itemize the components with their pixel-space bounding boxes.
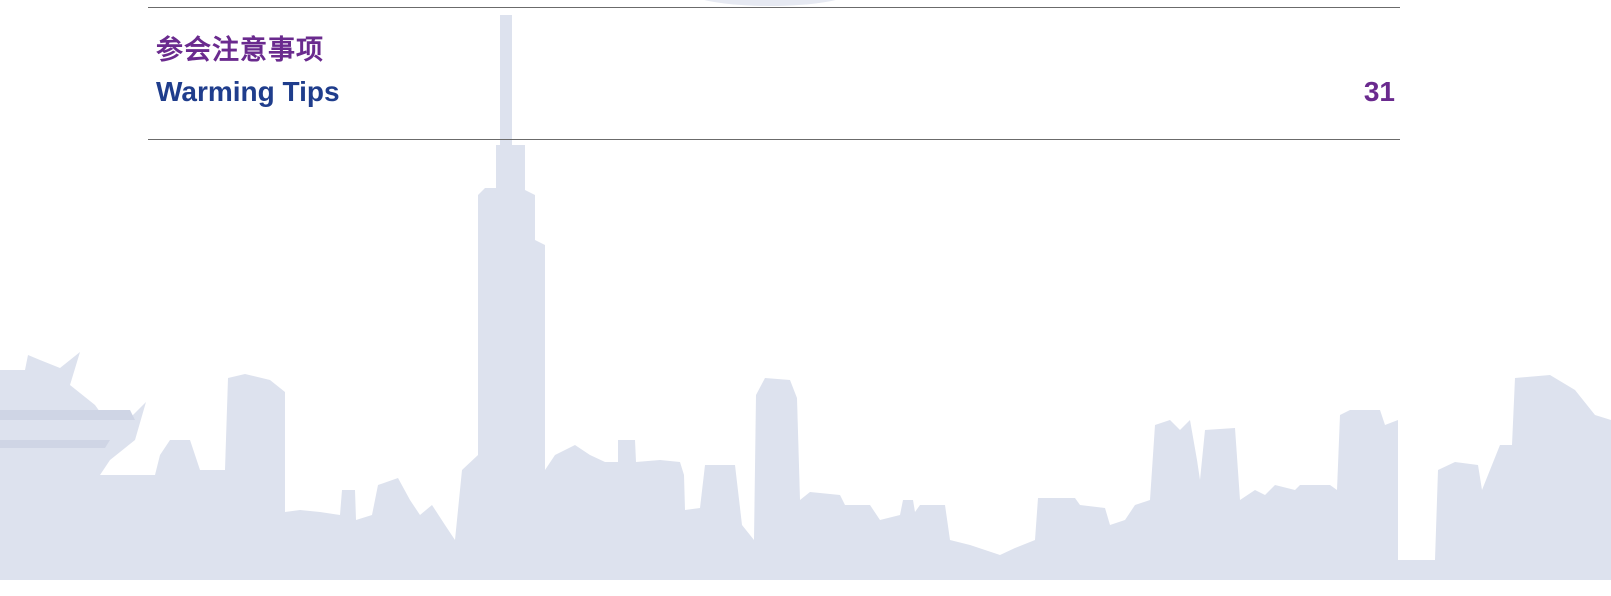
top-ornament	[690, 0, 850, 6]
bottom-margin	[0, 580, 1611, 596]
title: 参会注意事项	[156, 28, 324, 67]
top-rule	[148, 7, 1400, 8]
page: {"header": {"title": "参会注意事项", "subtitle…	[0, 0, 1611, 596]
page-number: 31	[1364, 76, 1395, 108]
bottom-rule	[148, 139, 1400, 140]
subtitle: Warming Tips	[156, 76, 340, 108]
